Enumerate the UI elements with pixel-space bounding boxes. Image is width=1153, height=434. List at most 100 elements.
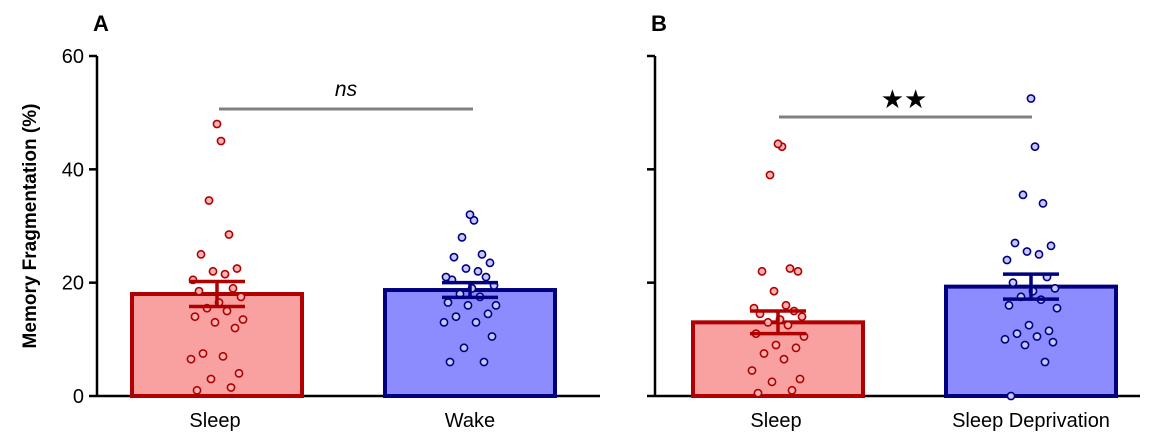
data-point-a-1-4 <box>440 319 447 326</box>
data-point-b-1-8 <box>1025 322 1032 329</box>
data-point-a-0-5 <box>219 353 226 360</box>
data-point-b-0-7 <box>792 344 799 351</box>
panel-letter-a: A <box>93 11 109 36</box>
data-point-b-1-2 <box>1021 341 1028 348</box>
data-point-b-1-22 <box>1039 200 1046 207</box>
data-point-b-1-0 <box>1007 392 1014 399</box>
y-tick-label-1: 20 <box>62 273 84 295</box>
bar-b-1 <box>946 287 1116 396</box>
data-point-a-0-22 <box>225 231 232 238</box>
data-point-a-0-9 <box>239 316 246 323</box>
data-point-b-1-14 <box>1051 285 1058 292</box>
data-point-a-1-1 <box>480 358 487 365</box>
data-point-b-1-10 <box>1005 302 1012 309</box>
data-point-a-1-5 <box>472 319 479 326</box>
data-point-b-1-20 <box>1047 242 1054 249</box>
data-point-b-1-21 <box>1011 239 1018 246</box>
data-point-b-0-6 <box>760 350 767 357</box>
data-point-b-0-19 <box>770 288 777 295</box>
panel-a: A 0 20 40 60 Sleep Wake ns <box>62 11 600 432</box>
data-point-a-1-2 <box>460 344 467 351</box>
data-point-a-0-6 <box>199 350 206 357</box>
data-point-a-0-24 <box>217 137 224 144</box>
panel-letter-b: B <box>651 11 667 36</box>
data-point-a-0-11 <box>223 307 230 314</box>
data-point-a-0-1 <box>227 384 234 391</box>
data-point-b-1-18 <box>1035 251 1042 258</box>
data-point-a-0-15 <box>195 288 202 295</box>
data-point-a-1-16 <box>482 273 489 280</box>
data-point-a-0-18 <box>221 271 228 278</box>
data-point-b-0-18 <box>782 302 789 309</box>
bars-a <box>132 120 555 396</box>
data-point-b-0-1 <box>788 387 795 394</box>
data-point-b-0-3 <box>796 375 803 382</box>
data-point-b-0-20 <box>794 268 801 275</box>
data-point-b-1-7 <box>1045 327 1052 334</box>
data-point-b-0-12 <box>764 319 771 326</box>
data-point-a-1-9 <box>492 302 499 309</box>
data-point-a-0-20 <box>233 265 240 272</box>
data-point-a-1-3 <box>488 333 495 340</box>
data-point-a-0-0 <box>193 387 200 394</box>
data-point-b-0-8 <box>772 341 779 348</box>
data-point-b-1-25 <box>1027 95 1034 102</box>
category-label-sleep-deprivation: Sleep Deprivation <box>952 410 1110 432</box>
panel-b: B Sleep Sleep Deprivation ★★ <box>647 11 1140 432</box>
data-point-a-1-7 <box>484 310 491 317</box>
data-point-a-1-19 <box>462 265 469 272</box>
data-point-a-1-8 <box>464 302 471 309</box>
data-point-b-1-3 <box>1049 339 1056 346</box>
data-point-a-1-6 <box>452 313 459 320</box>
category-label-sleep-b: Sleep <box>750 410 801 432</box>
significance-stars-b: ★★ <box>881 85 928 115</box>
category-labels-b: Sleep Sleep Deprivation <box>750 410 1110 432</box>
data-point-a-0-2 <box>207 375 214 382</box>
data-point-b-0-2 <box>768 378 775 385</box>
data-point-b-1-24 <box>1031 143 1038 150</box>
y-tick-label-2: 40 <box>62 159 84 181</box>
data-point-b-1-6 <box>1013 330 1020 337</box>
data-point-a-1-17 <box>442 273 449 280</box>
data-point-b-1-19 <box>1023 248 1030 255</box>
category-label-sleep-a: Sleep <box>189 410 240 432</box>
data-point-a-1-22 <box>478 251 485 258</box>
data-point-b-0-25 <box>774 140 781 147</box>
data-point-a-0-4 <box>187 356 194 363</box>
data-point-b-0-4 <box>748 367 755 374</box>
data-point-a-0-14 <box>237 293 244 300</box>
bar-a-0 <box>132 294 302 396</box>
data-point-a-1-23 <box>458 234 465 241</box>
data-point-b-0-14 <box>798 313 805 320</box>
data-point-a-0-16 <box>229 285 236 292</box>
data-point-b-1-9 <box>1053 305 1060 312</box>
data-point-a-0-3 <box>235 370 242 377</box>
data-point-b-0-0 <box>754 390 761 397</box>
data-point-a-1-20 <box>486 259 493 266</box>
data-point-b-0-23 <box>766 171 773 178</box>
data-point-a-1-10 <box>444 299 451 306</box>
data-point-a-0-19 <box>209 268 216 275</box>
significance-label-a: ns <box>335 78 358 101</box>
data-point-a-1-25 <box>466 211 473 218</box>
data-point-b-0-5 <box>780 356 787 363</box>
data-point-b-1-4 <box>1001 336 1008 343</box>
data-point-a-1-21 <box>450 254 457 261</box>
y-axis-label: Memory Fragmentation (%) <box>20 104 41 349</box>
data-point-b-0-11 <box>784 322 791 329</box>
data-point-a-0-25 <box>213 120 220 127</box>
y-tick-label-3: 60 <box>62 46 84 68</box>
y-tick-label-0: 0 <box>73 386 84 408</box>
data-point-b-0-22 <box>786 265 793 272</box>
data-point-a-0-7 <box>231 324 238 331</box>
data-point-a-0-10 <box>191 313 198 320</box>
data-point-a-0-23 <box>205 197 212 204</box>
data-point-a-1-0 <box>446 358 453 365</box>
category-labels-a: Sleep Wake <box>189 410 495 432</box>
data-point-b-1-15 <box>1009 279 1016 286</box>
data-point-a-0-8 <box>211 319 218 326</box>
data-point-b-1-1 <box>1041 358 1048 365</box>
data-point-b-1-17 <box>1003 256 1010 263</box>
data-point-b-0-21 <box>758 268 765 275</box>
